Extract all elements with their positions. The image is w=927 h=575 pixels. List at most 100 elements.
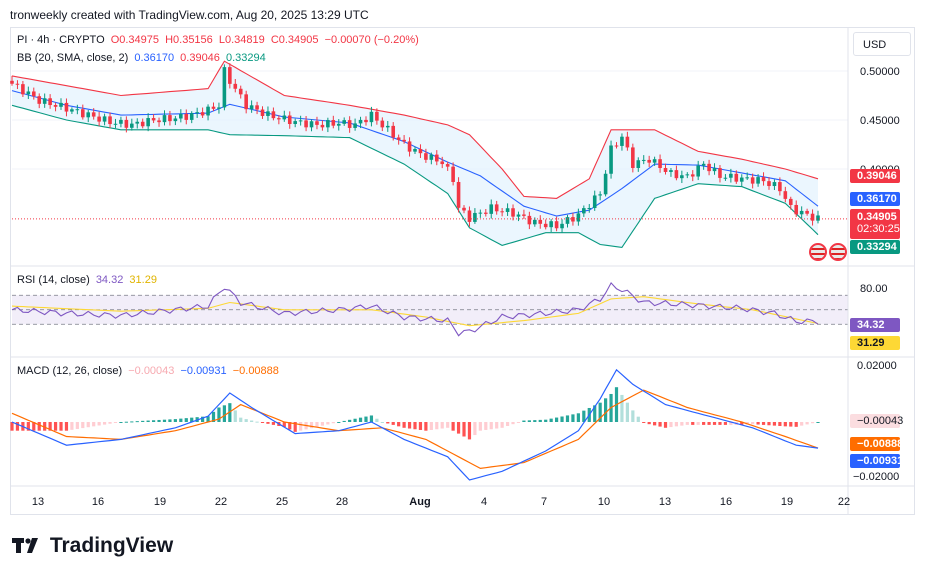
macd-histogram-bar xyxy=(560,416,564,422)
candle-body xyxy=(799,210,804,215)
macd-histogram-bar xyxy=(761,422,766,425)
macd-histogram-bar xyxy=(32,422,36,431)
candle-body xyxy=(625,136,630,148)
candle-body xyxy=(402,139,406,142)
candle-body xyxy=(70,109,74,112)
macd-histogram-bar xyxy=(315,422,319,427)
candle-body xyxy=(358,119,363,124)
macd-histogram-bar xyxy=(549,418,553,422)
candle-body xyxy=(592,195,597,208)
macd-histogram-bar xyxy=(446,422,450,428)
candle-body xyxy=(189,113,194,120)
us-flag-icon[interactable] xyxy=(829,243,847,261)
macd-histogram-bar xyxy=(533,420,537,422)
macd-histogram-bar xyxy=(244,419,248,422)
macd-histogram-bar xyxy=(440,422,444,429)
candle-body xyxy=(483,212,488,214)
macd-histogram-bar xyxy=(282,422,286,428)
candle-body xyxy=(538,219,543,224)
macd-histogram-bar xyxy=(375,418,379,422)
macd-histogram-bar xyxy=(211,411,216,422)
macd-histogram-bar xyxy=(511,422,515,425)
macd-histogram-bar xyxy=(37,422,41,431)
candle-body xyxy=(571,217,575,222)
us-flag-icon[interactable] xyxy=(809,243,827,261)
candle-body xyxy=(407,141,412,152)
candle-body xyxy=(750,177,755,184)
macd-histogram-bar xyxy=(10,422,14,431)
candle-body xyxy=(434,154,439,162)
candle-body xyxy=(80,109,85,118)
macd-histogram-bar xyxy=(173,419,177,422)
macd-histogram-bar xyxy=(124,421,128,423)
candle-body xyxy=(315,121,319,125)
macd-histogram-bar xyxy=(141,420,145,422)
candle-body xyxy=(86,112,91,118)
macd-histogram-bar xyxy=(386,422,390,424)
x-tick-label: 4 xyxy=(481,496,487,508)
macd-histogram-bar xyxy=(26,422,30,431)
candle-body xyxy=(326,120,330,128)
macd-histogram-bar xyxy=(59,422,63,431)
candle-body xyxy=(266,111,270,116)
macd-name: MACD (12, 26, close) xyxy=(17,365,123,377)
macd-histogram-bar xyxy=(320,422,325,426)
candle-body xyxy=(222,67,227,108)
macd-histogram-bar xyxy=(794,422,798,427)
candle-body xyxy=(788,198,793,205)
candle-body xyxy=(135,121,140,124)
macd-histogram-bar xyxy=(413,422,417,430)
macd-histogram-bar xyxy=(554,417,559,422)
candle-body xyxy=(228,67,232,84)
x-tick-label: 19 xyxy=(154,496,166,508)
candle-body xyxy=(364,119,368,123)
macd-histogram-bar xyxy=(505,422,510,426)
change-value: −0.00070 (−0.20%) xyxy=(324,34,419,46)
candle-body xyxy=(277,118,281,120)
currency-button[interactable]: USD xyxy=(853,32,911,56)
candle-body xyxy=(647,159,651,163)
candle-body xyxy=(565,217,570,224)
macd-histogram-bar xyxy=(233,410,237,422)
candle-body xyxy=(184,113,189,120)
macd-histogram-bar xyxy=(582,410,586,422)
macd-histogram-bar xyxy=(522,420,526,422)
macd-histogram-bar xyxy=(119,422,123,423)
bb-basis-value: 0.36170 xyxy=(134,52,175,64)
macd-histogram-bar xyxy=(462,422,466,437)
macd-histogram-bar xyxy=(772,422,777,426)
candle-body xyxy=(587,207,592,209)
candle-body xyxy=(451,166,455,182)
macd-histogram-bar xyxy=(712,422,717,425)
x-tick-label: 7 xyxy=(541,496,547,508)
macd-hist-badge: −0.00043 xyxy=(850,414,903,428)
macd-histogram-bar xyxy=(168,419,172,422)
macd-histogram-bar xyxy=(805,422,809,425)
macd-histogram-bar xyxy=(402,422,406,428)
macd-histogram-bar xyxy=(299,422,303,431)
bb-fill xyxy=(12,61,818,248)
macd-histogram-bar xyxy=(64,422,69,431)
macd-histogram-bar xyxy=(435,422,439,430)
signal-value: −0.00888 xyxy=(232,365,279,377)
macd-histogram-bar xyxy=(800,422,804,426)
candle-body xyxy=(271,111,276,119)
macd-histogram-bar xyxy=(151,420,156,422)
macd-histogram-bar xyxy=(102,422,107,425)
macd-histogram-bar xyxy=(723,422,728,425)
candle-body xyxy=(347,120,352,128)
candle-body xyxy=(658,159,662,169)
macd-histogram-bar xyxy=(179,418,183,422)
candle-body xyxy=(636,160,641,168)
candle-body xyxy=(663,168,668,172)
candle-body xyxy=(467,210,472,222)
candle-body xyxy=(59,102,63,107)
macd-histogram-bar xyxy=(702,422,706,425)
candle-body xyxy=(391,125,396,138)
high-value: H0.35156 xyxy=(165,34,213,46)
macd-histogram-bar xyxy=(631,410,635,422)
macd-histogram-bar xyxy=(571,414,575,422)
macd-legend: MACD (12, 26, close) −0.00043 −0.00931 −… xyxy=(17,365,282,377)
macd-histogram-bar xyxy=(135,421,139,423)
